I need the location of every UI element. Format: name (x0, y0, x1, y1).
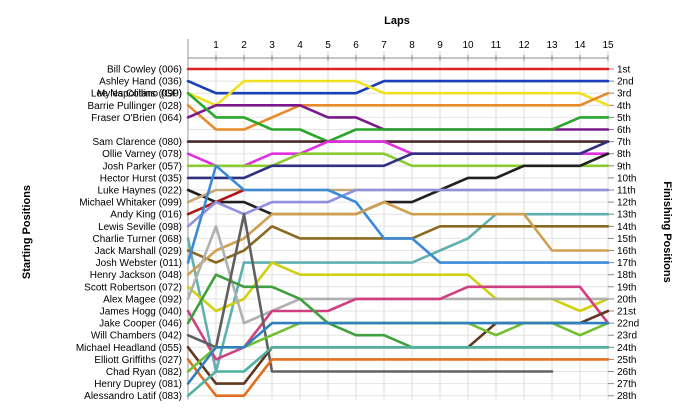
series-line (186, 212, 554, 373)
finishing-position-label: 23rd (617, 331, 637, 342)
starting-position-label: Barrie Pullinger (028) (88, 101, 183, 112)
series-line (186, 79, 610, 95)
starting-position-label: Fraser O'Brien (064) (91, 113, 182, 124)
series-line (186, 212, 610, 373)
starting-position-label: Jake Cooper (046) (99, 319, 182, 330)
starting-position-label: Ashley Hand (036) (99, 77, 182, 88)
finishing-position-label: 26th (617, 367, 636, 378)
finishing-position-label: 16th (617, 246, 636, 257)
lap-tick-label: 5 (325, 40, 331, 51)
finishing-position-label: 25th (617, 355, 636, 366)
starting-position-label: Lewis Seville (098) (98, 222, 182, 233)
starting-position-label: Jack Marshall (029) (95, 246, 182, 257)
series-line (186, 188, 610, 228)
finishing-position-label: 9th (617, 161, 631, 172)
starting-position-label: Michael Headland (055) (76, 343, 182, 354)
lap-tick-label: 2 (241, 40, 247, 51)
finishing-position-label: 12th (617, 198, 636, 209)
series-line (186, 285, 610, 361)
series-line (186, 79, 610, 107)
lap-tick-label: 3 (269, 40, 275, 51)
lap-tick-label: 12 (518, 40, 530, 51)
starting-position-label: Alex Magee (092) (103, 294, 182, 305)
finishing-position-label: 10th (617, 173, 636, 184)
starting-position-label: Luke Haynes (022) (98, 186, 183, 197)
series-line (186, 345, 610, 398)
series-line (186, 91, 610, 143)
finishing-position-label: 8th (617, 149, 631, 160)
finishing-position-label: 4th (617, 101, 631, 112)
finishing-position-label: 3rd (617, 89, 631, 100)
finishing-position-label: 18th (617, 270, 636, 281)
series-line (186, 321, 610, 385)
starting-position-label: Chad Ryan (082) (106, 367, 182, 378)
finishing-position-label: 7th (617, 137, 631, 148)
lap-tick-label: 9 (437, 40, 443, 51)
lap-tick-label: 10 (462, 40, 474, 51)
starting-position-label: Bill Cowley (006) (107, 65, 182, 76)
starting-position-label: Henry Duprey (081) (94, 379, 182, 390)
finishing-position-label: 22nd (617, 319, 639, 330)
starting-position-label: Josh Parker (057) (103, 161, 182, 172)
lap-tick-label: 13 (546, 40, 558, 51)
lap-tick-label: 15 (602, 40, 614, 51)
series-line (186, 200, 610, 277)
lap-tick-label: 11 (491, 40, 502, 51)
lap-tick-label: 8 (409, 40, 415, 51)
finishing-position-label: 21st (617, 307, 636, 318)
lap-tick-label: 7 (381, 40, 387, 51)
starting-position-label: Andy King (016) (110, 210, 182, 221)
finishing-position-label: 15th (617, 234, 636, 245)
starting-position-label: Will Chambers (042) (91, 331, 182, 342)
starting-position-label: Michael Whitaker (099) (79, 198, 182, 209)
starting-position-label: Alessandro Latif (083) (84, 391, 182, 402)
finishing-position-label: 17th (617, 258, 636, 269)
finishing-position-label: 14th (617, 222, 636, 233)
lap-tick-label: 4 (297, 40, 303, 51)
finishing-position-label: 5th (617, 113, 631, 124)
starting-position-label: Myles Collins (090) (97, 89, 182, 100)
starting-position-label: Hector Hurst (035) (100, 173, 182, 184)
series-line (186, 140, 610, 180)
lap-tick-label: 14 (574, 40, 586, 51)
top-axis-label: Laps (384, 15, 410, 27)
series-line (186, 358, 610, 398)
starting-position-label: Sam Clarence (080) (93, 137, 182, 148)
finishing-position-label: 6th (617, 125, 631, 136)
left-axis-label: Starting Positions (21, 185, 33, 279)
lap-tick-label: 1 (213, 40, 219, 51)
starting-position-label: Elliott Griffiths (027) (94, 355, 182, 366)
finishing-position-label: 24th (617, 343, 636, 354)
finishing-position-label: 27th (617, 379, 636, 390)
series-line (186, 188, 610, 204)
series-line (186, 91, 610, 131)
starting-position-label: Ollie Varney (078) (102, 149, 182, 160)
starting-position-label: Scott Robertson (072) (84, 282, 182, 293)
finishing-position-label: 2nd (617, 77, 634, 88)
finishing-position-label: 19th (617, 282, 636, 293)
starting-position-label: Josh Webster (011) (96, 258, 182, 269)
starting-position-label: Charlie Turner (068) (93, 234, 182, 245)
finishing-position-label: 11th (617, 186, 636, 197)
finishing-position-label: 28th (617, 391, 636, 402)
starting-position-label: Henry Jackson (048) (90, 270, 182, 281)
series-lines (186, 67, 610, 398)
finishing-position-label: 1st (617, 65, 631, 76)
lap-tick-label: 6 (353, 40, 359, 51)
finishing-position-label: 20th (617, 294, 636, 305)
starting-position-label: Lee Napolitano (GP) (91, 89, 182, 100)
starting-position-label: James Hogg (040) (100, 307, 182, 318)
finishing-position-label: 13th (617, 210, 636, 221)
right-axis-label: Finishing Positions (661, 181, 673, 282)
series-line (186, 164, 610, 264)
